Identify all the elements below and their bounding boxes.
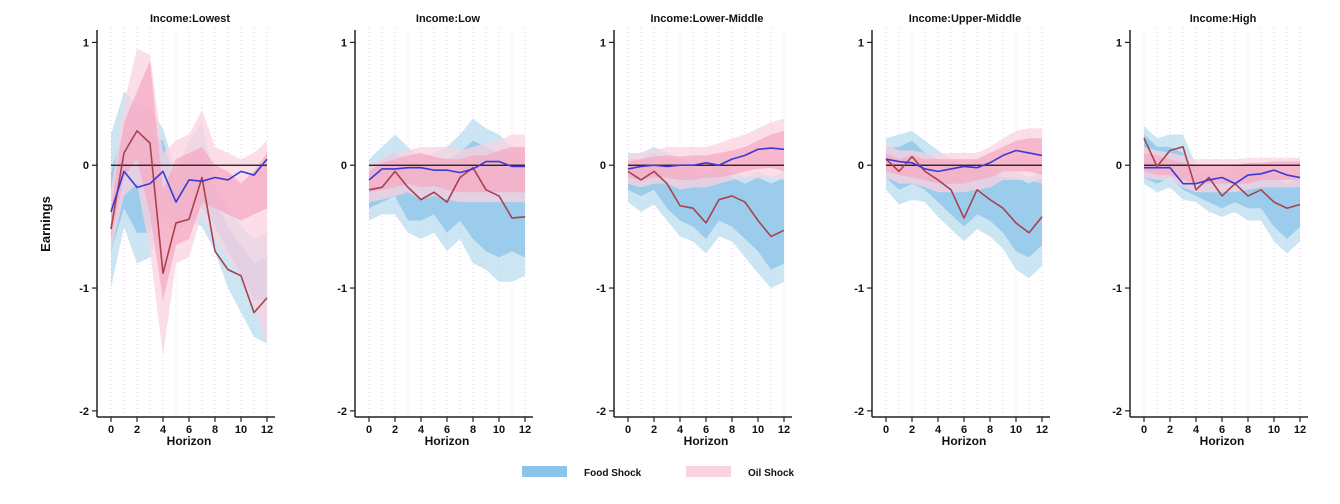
x-tick-label: 2 xyxy=(1167,424,1173,436)
y-tick-label: -1 xyxy=(1112,283,1122,295)
x-tick-label: 12 xyxy=(1294,424,1306,436)
food-shock-line xyxy=(368,160,525,181)
y-tick-label: 0 xyxy=(858,160,864,172)
x-tick-label: 4 xyxy=(677,424,684,436)
x-tick-label: 8 xyxy=(729,424,735,436)
x-tick-label: 4 xyxy=(418,424,425,436)
x-tick-label: 4 xyxy=(1193,424,1200,436)
y-tick-label: 0 xyxy=(1116,160,1122,172)
food-shock-line xyxy=(627,147,785,170)
y-tick-label: -1 xyxy=(337,283,347,295)
y-tick-label: 1 xyxy=(83,37,89,49)
x-tick-label: 8 xyxy=(987,424,993,436)
legend-swatch-oil xyxy=(686,466,731,477)
x-tick-label: 10 xyxy=(1010,424,1022,436)
y-tick-label: -2 xyxy=(337,406,347,418)
x-tick-label: 6 xyxy=(961,424,967,436)
oil-shock-line xyxy=(368,166,526,219)
panel-title: Income:High xyxy=(1190,13,1257,25)
x-axis-label: Horizon xyxy=(684,434,729,448)
oil-shock-line xyxy=(1143,137,1301,210)
x-tick-label: 0 xyxy=(1141,424,1147,436)
y-tick-label: -2 xyxy=(79,406,89,418)
x-tick-label: 6 xyxy=(703,424,709,436)
x-axis-label: Horizon xyxy=(425,434,470,448)
y-tick-label: 1 xyxy=(858,37,864,49)
legend-item-food: Food Shock xyxy=(522,466,642,479)
y-tick-label: -2 xyxy=(596,406,606,418)
y-tick-label: 0 xyxy=(83,160,89,172)
x-tick-label: 10 xyxy=(235,424,247,436)
legend-label-food: Food Shock xyxy=(584,468,642,479)
y-tick-label: 1 xyxy=(600,37,606,49)
x-axis-label: Horizon xyxy=(942,434,987,448)
oil-band-68 xyxy=(628,130,784,180)
panel-title: Income:Lower-Middle xyxy=(650,13,763,25)
y-tick-label: -1 xyxy=(854,283,864,295)
oil-shock-line xyxy=(110,130,268,314)
y-tick-label: -1 xyxy=(79,283,89,295)
x-tick-label: 6 xyxy=(444,424,450,436)
y-tick-label: 1 xyxy=(341,37,347,49)
y-axis-label: Earnings xyxy=(38,196,53,252)
panel-title: Income:Low xyxy=(416,13,481,25)
x-tick-label: 2 xyxy=(392,424,398,436)
x-tick-label: 8 xyxy=(470,424,476,436)
x-tick-label: 8 xyxy=(212,424,218,436)
x-tick-label: 12 xyxy=(261,424,273,436)
food-shock-line xyxy=(885,149,1043,173)
x-tick-label: 0 xyxy=(625,424,631,436)
x-tick-label: 10 xyxy=(752,424,764,436)
x-tick-label: 8 xyxy=(1245,424,1251,436)
x-axis-label: Horizon xyxy=(167,434,212,448)
food-shock-line xyxy=(110,158,268,213)
y-tick-label: -1 xyxy=(596,283,606,295)
food-shock-line xyxy=(1144,166,1301,185)
y-tick-label: 0 xyxy=(600,160,606,172)
y-tick-label: 1 xyxy=(1116,37,1122,49)
legend-item-oil: Oil Shock xyxy=(686,466,795,479)
oil-shock-line xyxy=(627,170,785,238)
x-tick-label: 2 xyxy=(651,424,657,436)
x-tick-label: 10 xyxy=(493,424,505,436)
x-tick-label: 6 xyxy=(1219,424,1225,436)
x-tick-label: 6 xyxy=(186,424,192,436)
x-tick-label: 4 xyxy=(160,424,167,436)
x-tick-label: 12 xyxy=(519,424,531,436)
x-tick-label: 4 xyxy=(935,424,942,436)
y-tick-label: -2 xyxy=(854,406,864,418)
x-tick-label: 0 xyxy=(883,424,889,436)
x-tick-label: 2 xyxy=(909,424,915,436)
x-tick-label: 10 xyxy=(1268,424,1280,436)
x-axis-label: Horizon xyxy=(1200,434,1245,448)
legend-label-oil: Oil Shock xyxy=(748,468,795,479)
y-tick-label: -2 xyxy=(1112,406,1122,418)
panel-title: Income:Lowest xyxy=(150,13,230,25)
panel-title: Income:Upper-Middle xyxy=(909,13,1021,25)
x-tick-label: 0 xyxy=(366,424,372,436)
x-tick-label: 12 xyxy=(1036,424,1048,436)
legend-swatch-food xyxy=(522,466,567,477)
x-tick-label: 2 xyxy=(134,424,140,436)
x-tick-label: 12 xyxy=(778,424,790,436)
x-tick-label: 0 xyxy=(108,424,114,436)
oil-shock-line xyxy=(885,155,1043,234)
y-tick-label: 0 xyxy=(341,160,347,172)
oil-band-68 xyxy=(1144,152,1300,184)
legend: Food Shock Oil Shock xyxy=(522,466,795,479)
